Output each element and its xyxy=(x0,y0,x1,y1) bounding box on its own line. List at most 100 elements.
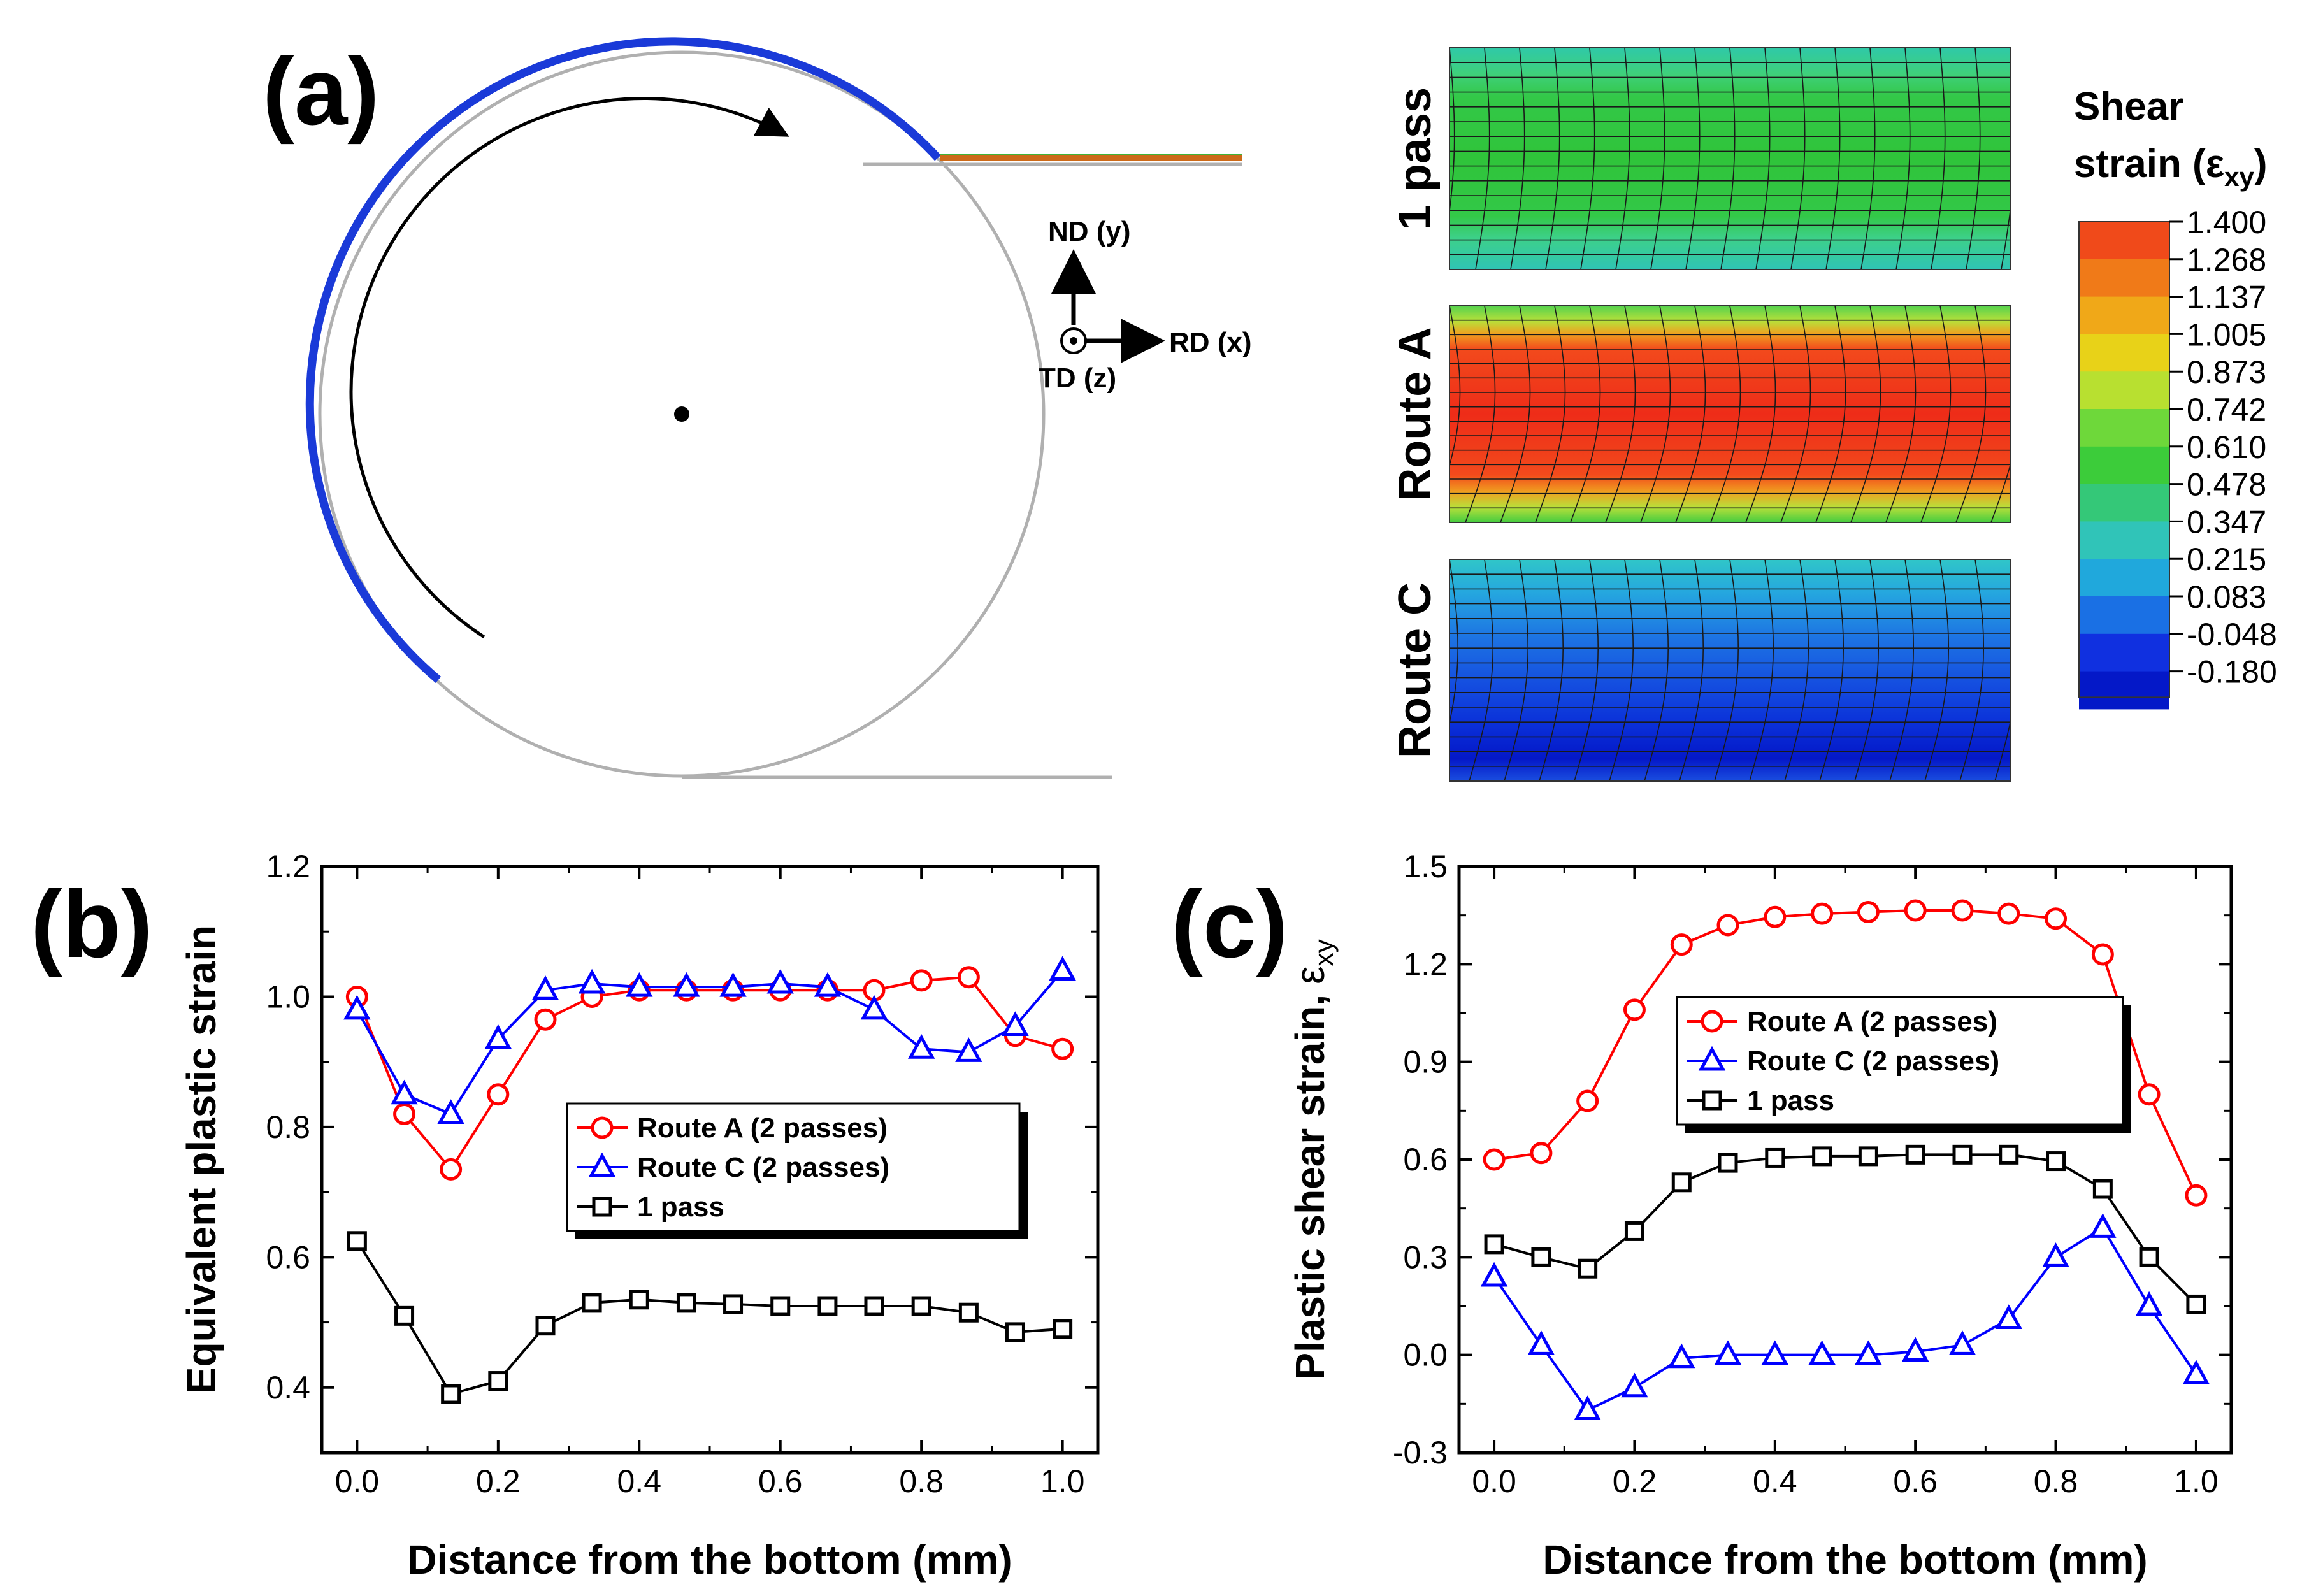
data-point xyxy=(1051,1037,1074,1060)
x-tick-label: 0.0 xyxy=(1472,1463,1516,1499)
mesh-column-line xyxy=(1465,306,1496,522)
x-axis-title-b: Distance from the bottom (mm) xyxy=(407,1537,1012,1583)
roll-center-dot xyxy=(674,406,689,422)
legend-swatch xyxy=(2079,259,2169,298)
data-point xyxy=(1761,1340,1789,1365)
data-point xyxy=(860,995,888,1020)
x-tick-label: 0.4 xyxy=(617,1463,662,1499)
x-axis-title-c: Distance from the bottom (mm) xyxy=(1543,1537,2147,1583)
legend-value-label: 0.347 xyxy=(2187,504,2266,540)
mesh-column-line xyxy=(1994,559,2010,781)
legend-value-label: 0.873 xyxy=(2187,354,2266,390)
panel-a: (a) ND (y) RD (x) TD (z) xyxy=(263,37,2277,782)
x-tick-label: 1.0 xyxy=(2174,1463,2219,1499)
series-line xyxy=(356,970,1064,1116)
mesh-column-line xyxy=(1889,559,1915,781)
mesh-column-line xyxy=(1931,48,1946,270)
mesh-column-line xyxy=(1605,306,1636,522)
data-point xyxy=(1718,1153,1738,1173)
mesh-column-line xyxy=(1955,306,1987,522)
legend-label: Route C (2 passes) xyxy=(1747,1046,1999,1077)
data-point xyxy=(907,1034,935,1059)
panel-b-label: (b) xyxy=(31,870,153,977)
axis-ticks-b: 0.0 0.2 0.4 0.6 0.8 1.0 0.4 0.6 0.8 1.0 1.2 xyxy=(266,849,1098,1499)
data-point xyxy=(2182,1360,2210,1384)
legend-label: Route A (2 passes) xyxy=(1747,1006,1997,1037)
data-point xyxy=(487,1083,510,1106)
legend-marker xyxy=(1702,1090,1722,1111)
x-tick-label: 1.0 xyxy=(1040,1463,1085,1499)
mesh-column-line xyxy=(1755,48,1771,270)
strain-map-border xyxy=(1449,47,2011,270)
data-point xyxy=(814,972,842,997)
y-tick-label: 0.8 xyxy=(266,1109,310,1145)
x-tick-label: 0.6 xyxy=(758,1463,803,1499)
y-tick-label: 0.6 xyxy=(266,1239,310,1275)
mesh-column-line xyxy=(1790,48,1806,270)
strain-map-1-pass: 1 pass xyxy=(1390,47,2011,270)
legend-title-line1: Shear xyxy=(2074,85,2183,129)
data-point xyxy=(1480,1262,1508,1287)
data-point xyxy=(1483,1148,1506,1171)
mesh-column-line xyxy=(1966,48,1981,270)
nd-label: ND (y) xyxy=(1048,216,1131,247)
data-point xyxy=(817,1296,838,1316)
data-point xyxy=(531,975,559,1000)
mesh-column-line xyxy=(1819,559,1845,781)
y-tick-label: -0.3 xyxy=(1393,1435,1448,1470)
data-point xyxy=(1624,1221,1644,1241)
mesh-column-line xyxy=(1650,48,1665,270)
series-triangle xyxy=(1480,1213,2210,1421)
mesh-column-line xyxy=(1574,559,1599,781)
mesh-column-line xyxy=(1885,306,1917,522)
data-point xyxy=(1952,1144,1973,1165)
data-point xyxy=(1002,1011,1029,1036)
map-label-route-a: Route A xyxy=(1390,327,1441,501)
mesh-column-line xyxy=(1780,306,1811,522)
mesh-column-line xyxy=(1745,306,1776,522)
td-label: TD (z) xyxy=(1039,363,1116,394)
legend-value-label: -0.048 xyxy=(2187,617,2277,652)
data-point xyxy=(723,1294,744,1314)
x-tick-label: 0.6 xyxy=(1893,1463,1938,1499)
legend-entry: Route A (2 passes) xyxy=(577,1112,888,1144)
mesh-column-line xyxy=(1449,559,1459,725)
rd-label: RD (x) xyxy=(1169,327,1252,358)
strip-on-roll xyxy=(305,37,941,683)
series-c xyxy=(1480,899,2210,1421)
data-point xyxy=(1621,1372,1648,1398)
series-line xyxy=(356,1240,1063,1396)
mesh-grid xyxy=(1449,306,2010,522)
mesh-column-line xyxy=(1475,48,1490,270)
x-tick-label: 0.4 xyxy=(1753,1463,1797,1499)
data-point xyxy=(1714,1340,1742,1365)
legend-labels: 1.4001.2681.1371.0050.8730.7420.6100.478… xyxy=(2169,205,2277,690)
legend-value-label: 0.083 xyxy=(2187,579,2266,615)
mesh-column-line xyxy=(1990,306,2010,522)
mesh-column-line xyxy=(1959,559,1985,781)
data-point xyxy=(1951,899,1974,922)
strain-map-route-a: Route A xyxy=(1390,305,2011,523)
legend-marker xyxy=(592,1197,612,1217)
legend-entry: 1 pass xyxy=(577,1191,724,1223)
td-symbol-dot xyxy=(1070,337,1077,345)
series-square xyxy=(1484,1144,2206,1314)
data-point xyxy=(1905,1144,1925,1165)
data-point xyxy=(2092,1179,2113,1199)
data-point xyxy=(2185,1184,2208,1207)
data-point xyxy=(910,969,933,992)
legend-label: Route C (2 passes) xyxy=(637,1152,889,1183)
data-point xyxy=(578,968,606,994)
y-tick-label: 1.2 xyxy=(1403,946,1448,982)
series-circle xyxy=(1483,899,2208,1207)
panel-c: (c) 0.0 0.2 0.4 0.6 0.8 1.0 -0.3 0.0 0.3 0.6 0.9 1.… xyxy=(1171,849,2233,1583)
data-point xyxy=(1531,1247,1551,1267)
data-point xyxy=(770,1296,791,1316)
data-point xyxy=(719,972,747,997)
rotation-arrow xyxy=(349,97,789,639)
strain-map-field xyxy=(1449,306,2010,522)
legend-entry: Route C (2 passes) xyxy=(1687,1046,1999,1077)
data-point xyxy=(2042,1242,2069,1267)
data-point xyxy=(437,1099,464,1124)
data-point xyxy=(1527,1330,1555,1355)
